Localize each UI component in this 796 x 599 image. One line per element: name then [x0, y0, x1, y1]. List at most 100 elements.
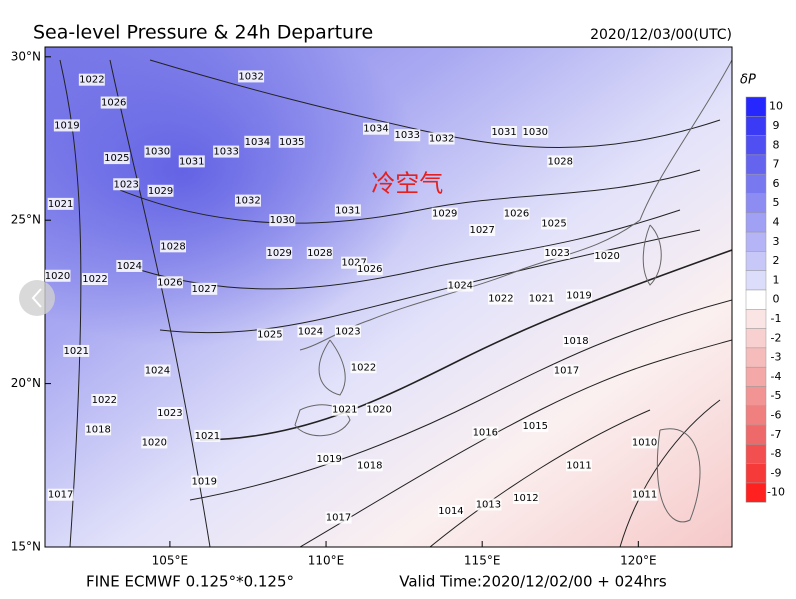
contour-label-bg [178, 155, 205, 168]
colorbar-label: 0 [773, 293, 780, 306]
x-tick-label: 110°E [308, 554, 345, 568]
isobars [59, 59, 732, 547]
x-tick-label: 120°E [620, 554, 657, 568]
contour-label-bg [116, 259, 143, 272]
nav-prev-button[interactable] [19, 280, 55, 316]
contour-label-bg [331, 403, 358, 416]
contour-label-bg [113, 178, 140, 191]
contour-label: 1022 [488, 294, 513, 305]
contour-label-bg [565, 459, 592, 472]
contour-label: 1029 [432, 209, 457, 220]
contour-label: 1025 [257, 330, 282, 341]
contour-label: 1021 [332, 405, 357, 416]
colorbar-box [745, 386, 767, 407]
coastline [294, 59, 732, 523]
valid-time: 2020/12/03/00(UTC) [590, 27, 732, 43]
colorbar-box [745, 482, 767, 503]
contour-label-bg [156, 407, 183, 420]
contour-label-bg [238, 70, 265, 83]
colorbar-label: -5 [771, 389, 782, 402]
colorbar-box [745, 154, 767, 175]
contour-label-bg [234, 194, 261, 207]
colorbar-box [745, 212, 767, 233]
contour-label-bg [53, 119, 80, 132]
contour-label: 1026 [357, 264, 382, 275]
contour-label-bg [528, 292, 555, 305]
contour-label-bg [487, 292, 514, 305]
colorbar-label: -4 [771, 370, 782, 383]
contour-label: 1019 [566, 290, 591, 301]
contour-label: 1025 [104, 153, 129, 164]
contour-label-bg [278, 135, 305, 148]
contour-label: 1018 [85, 424, 110, 435]
contour-label-bg [547, 155, 574, 168]
contour-label: 1032 [238, 71, 263, 82]
contour-label: 1012 [513, 493, 538, 504]
contour-label: 1022 [82, 274, 107, 285]
colorbar-label: 6 [773, 177, 780, 190]
contour-label-bg [472, 426, 499, 439]
contour-label: 1028 [307, 248, 332, 259]
contour-label: 1033 [395, 130, 420, 141]
contour-label-bg [522, 125, 549, 138]
colorbar-box [745, 135, 767, 156]
x-tick-label: 115°E [464, 554, 501, 568]
contour-label-bg [191, 282, 218, 295]
contour-label-bg [91, 393, 118, 406]
footer-left: FINE ECMWF 0.125°*0.125° [86, 573, 294, 591]
contour-label: 1019 [316, 454, 341, 465]
colorbar-label: 10 [769, 100, 783, 113]
contour-label-bg [156, 276, 183, 289]
y-tick-label: 25°N [11, 213, 41, 227]
colorbar-box [745, 193, 767, 214]
cold-fill [45, 47, 732, 547]
y-tick-label: 15°N [11, 540, 41, 554]
contour-label: 1027 [341, 258, 366, 269]
colorbar-box [745, 173, 767, 194]
contour-label: 1021 [529, 294, 554, 305]
contour-label-bg [269, 214, 296, 227]
contour-label: 1028 [548, 156, 573, 167]
contour-label-bg [81, 273, 108, 286]
contour-label-bg [144, 364, 171, 377]
colorbar-label: -3 [771, 351, 782, 364]
colorbar-box [745, 309, 767, 329]
contour-label-bg [141, 436, 168, 449]
contour-label-bg [334, 204, 361, 217]
colorbar-box [745, 289, 767, 310]
colorbar-title: δP [740, 73, 756, 88]
contour-label-bg [47, 197, 74, 210]
colorbar-box [745, 366, 767, 387]
y-tick-label: 20°N [11, 376, 41, 390]
contour-label-bg [325, 511, 352, 524]
contour-label: 1023 [544, 248, 569, 259]
contour-label-bg [63, 344, 90, 357]
colorbar-label: 3 [773, 235, 780, 248]
colorbar-label: -6 [771, 408, 782, 421]
contour-label-bg [213, 145, 240, 158]
contour-label: 1019 [192, 477, 217, 488]
contour-label-bg [244, 135, 271, 148]
contour-label: 1020 [142, 437, 167, 448]
colorbar-box [745, 328, 767, 349]
colorbar-box [745, 96, 767, 117]
contour-label: 1026 [101, 98, 126, 109]
contour-label: 1011 [566, 460, 591, 471]
colorbar-label: 4 [773, 215, 780, 228]
contour-label: 1018 [357, 460, 382, 471]
contour-label-bg [428, 132, 455, 145]
contour-label-bg [431, 207, 458, 220]
contour-label-bg [85, 423, 112, 436]
contour-label-bg [266, 246, 293, 259]
contour-label: 1021 [64, 346, 89, 357]
contour-label: 1020 [594, 251, 619, 262]
contour-label-bg [194, 429, 221, 442]
nav-arrow[interactable] [31, 288, 42, 308]
nav-button-bg[interactable] [19, 280, 55, 316]
contour-label-bg [491, 125, 518, 138]
contour-label: 1033 [213, 147, 238, 158]
contour-label-bg [447, 279, 474, 292]
contour-label-bg [356, 263, 383, 276]
contour-label-bg [256, 328, 283, 341]
